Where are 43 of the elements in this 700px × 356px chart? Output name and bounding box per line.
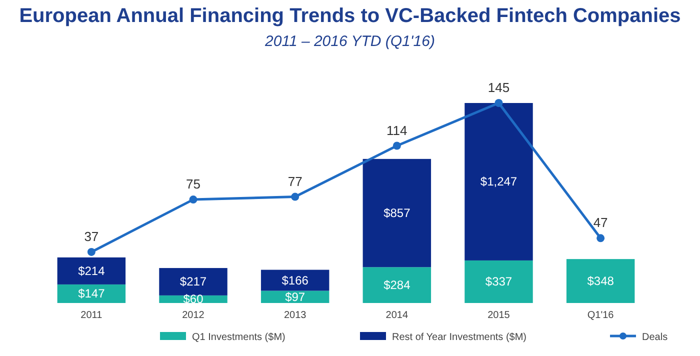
data-label: $1,247 [480,174,518,189]
data-label: $147 [78,286,106,301]
point [392,142,401,150]
data-label: 75 [186,176,200,192]
x-tick-label: 2014 [386,310,408,321]
data-label: $214 [78,264,106,278]
bar [159,268,228,296]
bar [464,103,533,260]
data-label: 77 [288,174,302,189]
data-label: 114 [386,122,408,138]
x-tick-label: 2015 [488,310,510,321]
data-label: $337 [485,274,512,289]
data-label: $166 [282,273,309,288]
bar [260,270,330,291]
point [596,234,605,242]
data-label: $348 [587,274,614,288]
data-label: 47 [593,215,608,230]
chart-title: European Annual Financing Trends to VC-Backed Fintech Companies [19,5,681,27]
bar [57,257,126,284]
data-label: $857 [384,206,411,220]
data-label: $60 [183,292,204,306]
point [189,196,198,204]
data-label: 145 [488,80,510,95]
x-tick-label: Q1'16 [587,310,614,321]
x-tick-label: 2012 [182,310,205,321]
bar [57,284,126,303]
bar [464,260,533,303]
data-label: $284 [384,278,411,292]
legend-label: Deals [642,332,668,343]
x-tick-label: 2011 [80,310,103,321]
bar [362,267,432,303]
data-label: 37 [84,228,99,244]
point [87,248,96,256]
data-label: $97 [285,290,306,304]
legend-label: Rest of Year Investments ($M) [392,332,527,343]
point [494,99,503,107]
data-label: $217 [180,274,207,289]
point [291,192,300,201]
bar [566,259,635,303]
x-tick-label: 2013 [284,310,307,321]
legend-label: Q1 Investments ($M) [192,332,286,343]
chart-subtitle: 2011 – 2016 YTD (Q1'16) [264,33,435,50]
bar [362,158,432,268]
